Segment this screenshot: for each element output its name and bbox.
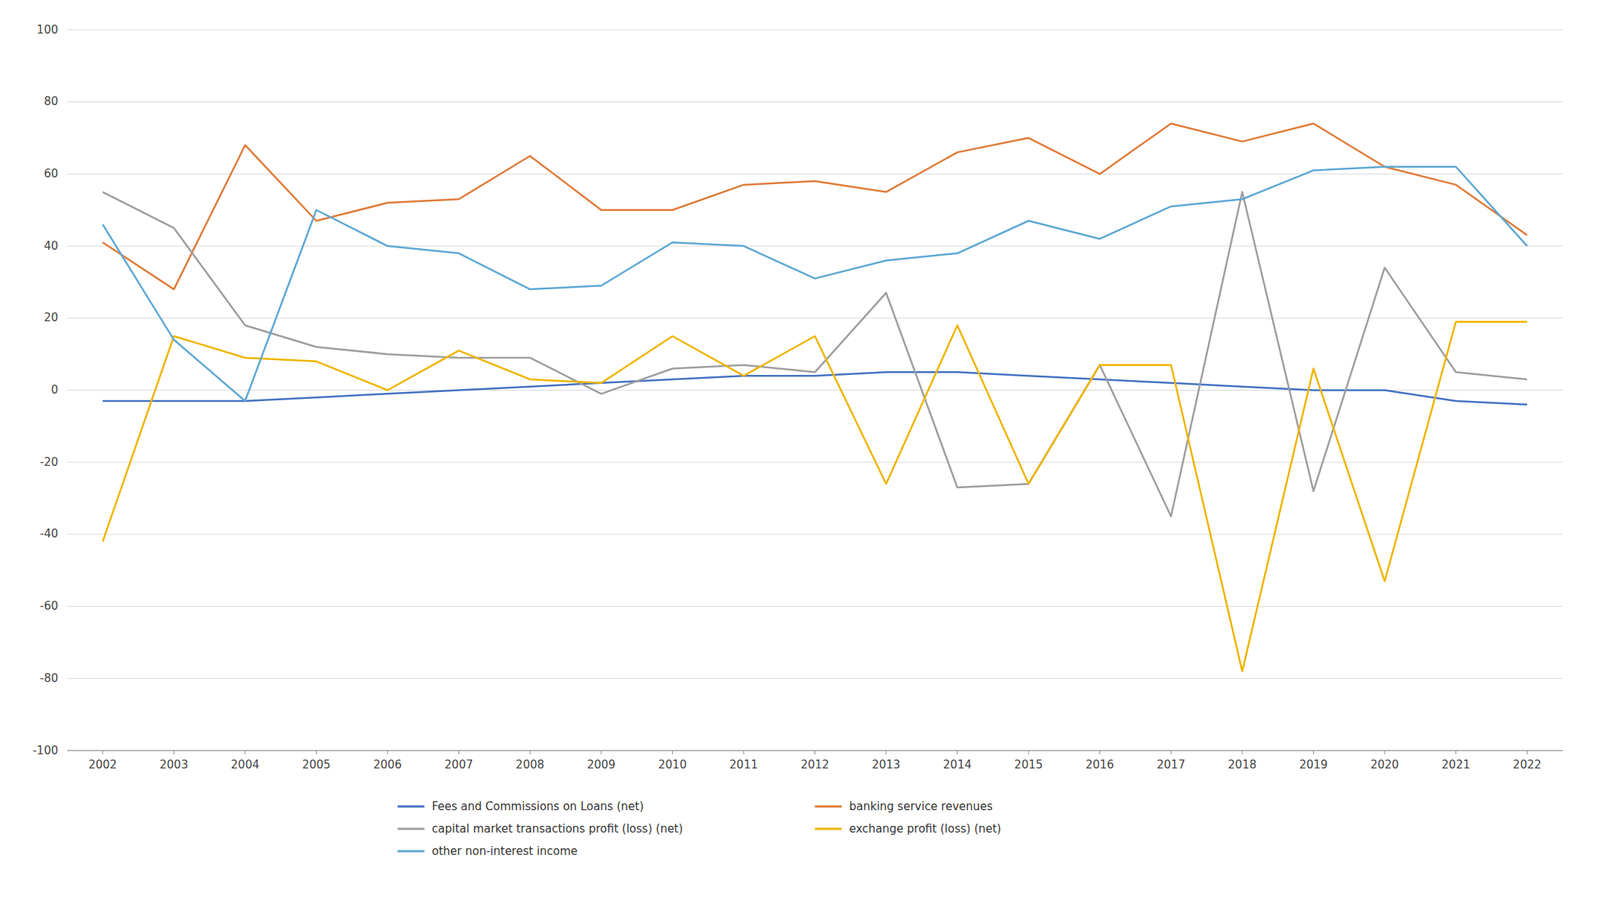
x-tick-label: 2022 bbox=[1512, 757, 1542, 772]
legend-label: banking service revenues bbox=[849, 799, 994, 814]
x-tick-label: 2017 bbox=[1156, 757, 1185, 772]
x-tick-label: 2006 bbox=[373, 757, 402, 772]
x-tick bbox=[1455, 750, 1457, 755]
x-tick bbox=[1384, 750, 1386, 755]
x-tick bbox=[102, 750, 103, 755]
x-tick-label: 2021 bbox=[1442, 757, 1471, 772]
x-axis: 2002 2003 2004 2005 2006 2007 2008 2009 2010 2011… bbox=[67, 750, 1563, 772]
x-tick-label: 2019 bbox=[1298, 757, 1328, 772]
x-tick-label: 2005 bbox=[301, 757, 331, 772]
series-lines bbox=[102, 123, 1527, 672]
x-tick-label: 2015 bbox=[1014, 757, 1043, 772]
y-tick-label: 100 bbox=[36, 23, 59, 37]
grid-line bbox=[67, 605, 1563, 607]
x-tick bbox=[1526, 750, 1528, 755]
y-tick-label: -80 bbox=[40, 671, 59, 685]
x-tick bbox=[458, 750, 460, 755]
legend-item: exchange profit (loss) (net) bbox=[815, 821, 1002, 836]
x-tick bbox=[173, 750, 175, 755]
x-tick bbox=[742, 750, 744, 755]
y-tick-label: -60 bbox=[40, 599, 59, 613]
grid-line bbox=[67, 29, 1563, 31]
grid-line bbox=[67, 678, 1563, 679]
grid-line bbox=[67, 462, 1563, 463]
x-tick-label: 2012 bbox=[800, 757, 829, 772]
y-tick-label: 80 bbox=[43, 94, 59, 109]
x-tick-label: 2020 bbox=[1370, 757, 1399, 772]
legend-swatch bbox=[397, 827, 425, 831]
grid-line bbox=[67, 173, 1563, 175]
legend-swatch bbox=[815, 827, 843, 831]
legend-item: other non-interest income bbox=[397, 844, 579, 858]
x-tick bbox=[244, 750, 246, 755]
page: {"chart_data": { "type": "line", "x": [2… bbox=[0, 0, 1600, 922]
x-tick bbox=[387, 750, 389, 755]
x-tick bbox=[1028, 750, 1030, 755]
y-tick-label: -20 bbox=[40, 455, 59, 469]
x-tick-label: 2009 bbox=[587, 757, 616, 772]
x-tick bbox=[1241, 750, 1243, 755]
y-tick-label: -40 bbox=[40, 526, 59, 541]
x-tick-label: 2004 bbox=[231, 757, 260, 772]
legend-swatch bbox=[815, 805, 843, 808]
legend-swatch bbox=[397, 805, 425, 808]
x-tick-label: 2013 bbox=[871, 757, 901, 772]
series-line bbox=[102, 371, 1527, 405]
chart: -100 -80 -60 -40 -20 0 20 40 60 80 100 2002 2003 2004… bbox=[0, 0, 1600, 922]
legend-label: Fees and Commissions on Loans (net) bbox=[432, 799, 644, 814]
legend-label: exchange profit (loss) (net) bbox=[849, 821, 1002, 836]
x-tick-label: 2008 bbox=[515, 757, 545, 772]
y-tick-label: -100 bbox=[32, 743, 59, 758]
x-tick-label: 2011 bbox=[729, 757, 758, 772]
y-tick-label: 60 bbox=[43, 166, 59, 181]
x-tick bbox=[1099, 750, 1100, 755]
x-tick bbox=[529, 750, 531, 755]
x-tick bbox=[956, 750, 958, 755]
x-tick-label: 2018 bbox=[1228, 757, 1257, 772]
x-tick bbox=[672, 750, 673, 755]
x-tick-label: 2007 bbox=[444, 757, 474, 772]
grid-line bbox=[67, 317, 1563, 319]
legend: Fees and Commissions on Loans (net) banki… bbox=[397, 799, 1002, 858]
legend-item: banking service revenues bbox=[815, 799, 994, 814]
grid-line bbox=[67, 245, 1563, 247]
x-tick bbox=[814, 750, 816, 755]
x-tick-label: 2016 bbox=[1085, 757, 1115, 772]
legend-item: capital market transactions profit (loss… bbox=[397, 821, 684, 836]
x-tick-label: 2003 bbox=[159, 757, 188, 772]
x-tick bbox=[886, 750, 887, 755]
x-tick bbox=[315, 750, 317, 755]
x-tick bbox=[1170, 750, 1172, 755]
x-tick-label: 2002 bbox=[88, 757, 118, 772]
x-tick-label: 2010 bbox=[658, 757, 687, 772]
x-tick bbox=[600, 750, 602, 755]
grid-line bbox=[67, 533, 1563, 535]
y-axis: -100 -80 -60 -40 -20 0 20 40 60 80 100 bbox=[32, 23, 1563, 758]
grid-line bbox=[67, 101, 1563, 103]
x-tick-label: 2014 bbox=[943, 757, 972, 772]
series-line bbox=[102, 123, 1527, 290]
x-tick bbox=[1313, 750, 1314, 755]
legend-label: capital market transactions profit (loss… bbox=[432, 821, 684, 836]
series-line bbox=[102, 192, 1527, 517]
y-tick-label: 40 bbox=[43, 239, 59, 253]
series-line bbox=[102, 166, 1527, 401]
y-tick-label: 20 bbox=[43, 310, 59, 325]
legend-swatch bbox=[397, 850, 425, 853]
legend-item: Fees and Commissions on Loans (net) bbox=[397, 799, 644, 814]
legend-label: other non-interest income bbox=[432, 844, 579, 858]
y-tick-label: 0 bbox=[50, 383, 59, 397]
series-line bbox=[102, 321, 1527, 672]
